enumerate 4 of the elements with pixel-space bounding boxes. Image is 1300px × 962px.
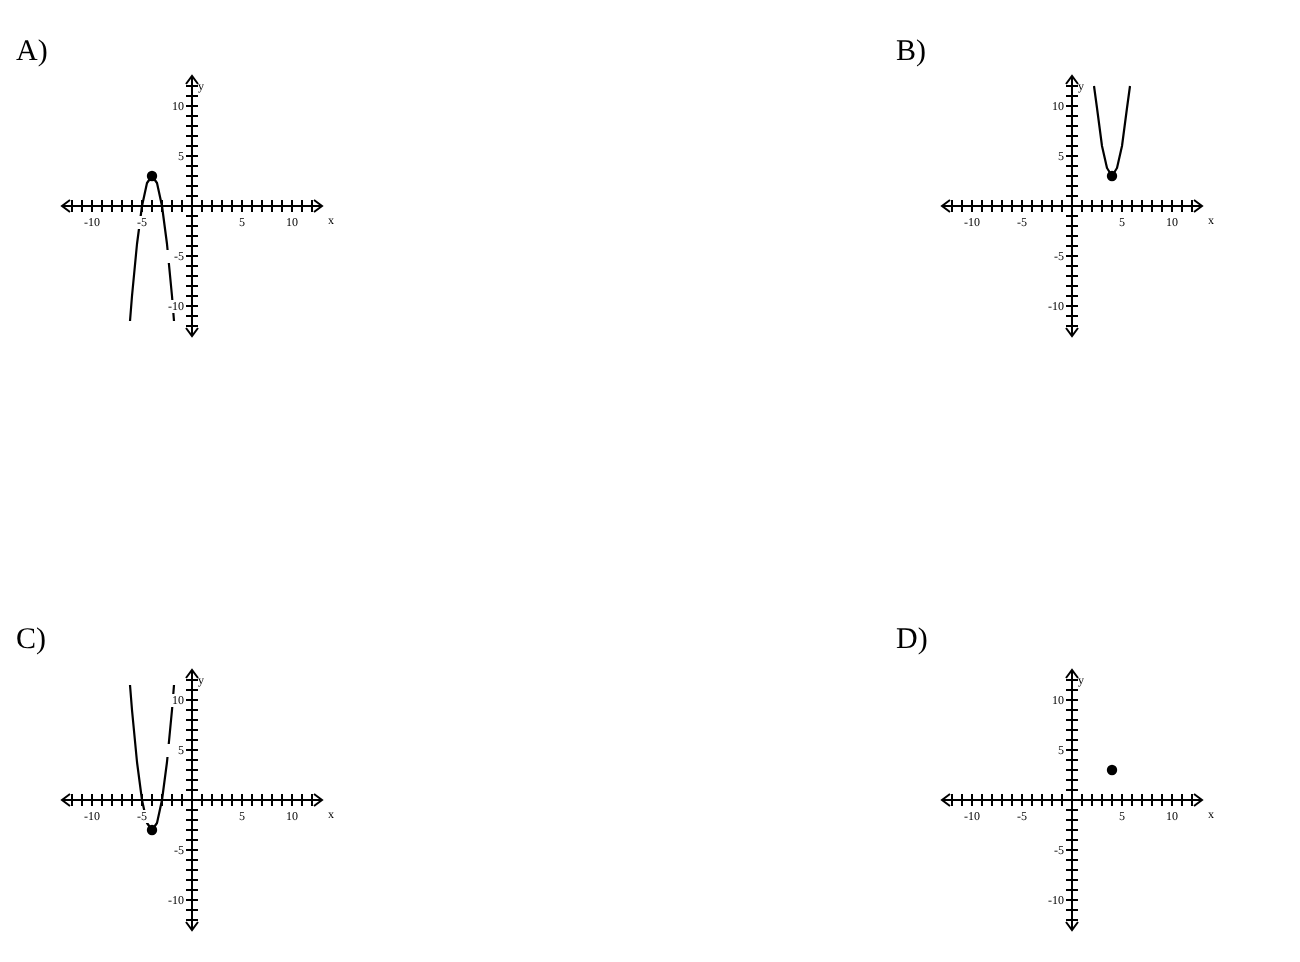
chart-title: C) [16, 624, 47, 656]
chart-title: B) [896, 36, 927, 68]
chart-title: A) [16, 36, 48, 68]
chart-title: D) [896, 624, 928, 656]
